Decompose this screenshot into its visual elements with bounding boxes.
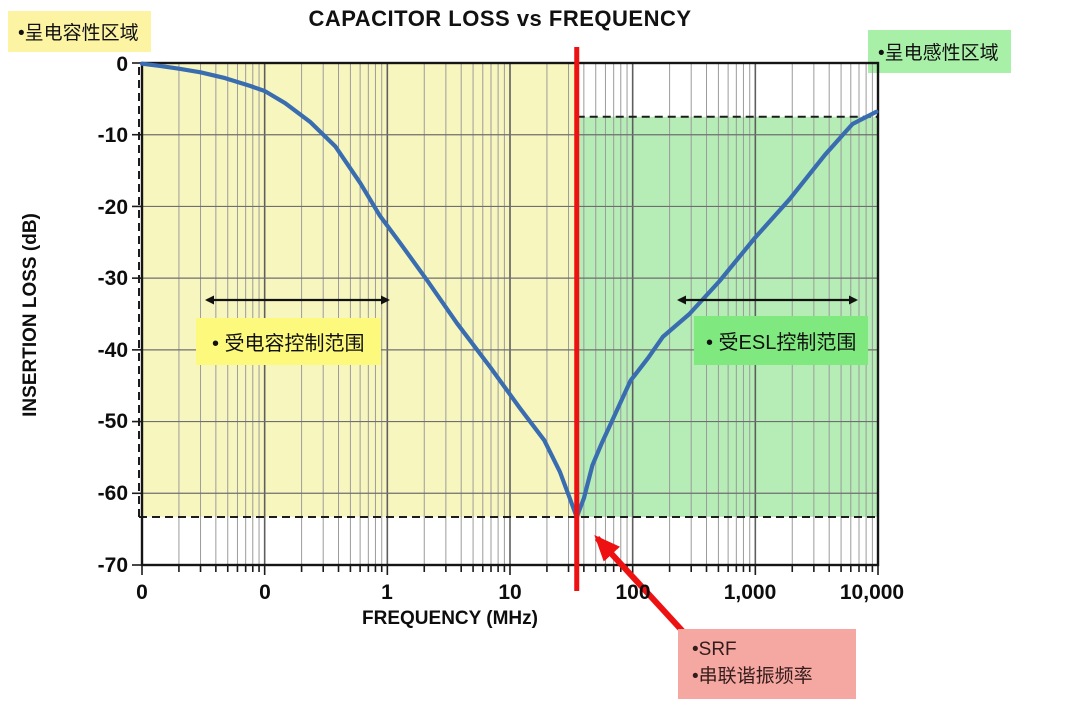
capacitance-controlled-range-label: • 受电容控制范围 bbox=[196, 318, 381, 365]
y-tick-30: -30 bbox=[98, 267, 128, 290]
x-tick-10000: 10,000 bbox=[840, 581, 904, 604]
y-tick-60: -60 bbox=[98, 482, 128, 505]
y-tick-70: -70 bbox=[98, 554, 128, 577]
srf-callout-box: •SRF •串联谐振频率 bbox=[678, 629, 856, 700]
y-tick-40: -40 bbox=[98, 339, 128, 362]
x-tick-0a: 0 bbox=[136, 581, 148, 604]
axis-ticks bbox=[132, 62, 879, 575]
srf-callout-line2: •串联谐振频率 bbox=[692, 665, 813, 687]
x-tick-0b: 0 bbox=[259, 581, 271, 604]
y-axis-title: INSERTION LOSS (dB) bbox=[20, 213, 41, 417]
x-tick-1000: 1,000 bbox=[724, 581, 777, 604]
x-tick-labels: 0 0 1 10 100 1,000 10,000 bbox=[136, 581, 904, 604]
chart-title: CAPACITOR LOSS vs FREQUENCY bbox=[308, 6, 692, 31]
capacitive-region-callout: •呈电容性区域 bbox=[8, 11, 151, 52]
srf-callout-line1: •SRF bbox=[692, 639, 737, 660]
x-tick-100: 100 bbox=[615, 581, 650, 604]
y-tick-20: -20 bbox=[98, 196, 128, 219]
y-tick-labels: 0 -10 -20 -30 -40 -50 -60 -70 bbox=[98, 53, 128, 577]
x-axis-title: FREQUENCY (MHz) bbox=[362, 608, 538, 629]
y-tick-50: -50 bbox=[98, 410, 128, 433]
x-tick-10: 10 bbox=[498, 581, 521, 604]
y-tick-10: -10 bbox=[98, 124, 128, 147]
inductive-region-callout: •呈电感性区域 bbox=[868, 30, 1011, 73]
esl-controlled-range-label: • 受ESL控制范围 bbox=[694, 316, 869, 365]
capacitive-region-fill bbox=[142, 63, 577, 517]
x-tick-1: 1 bbox=[381, 581, 393, 604]
y-tick-0: 0 bbox=[116, 53, 128, 76]
